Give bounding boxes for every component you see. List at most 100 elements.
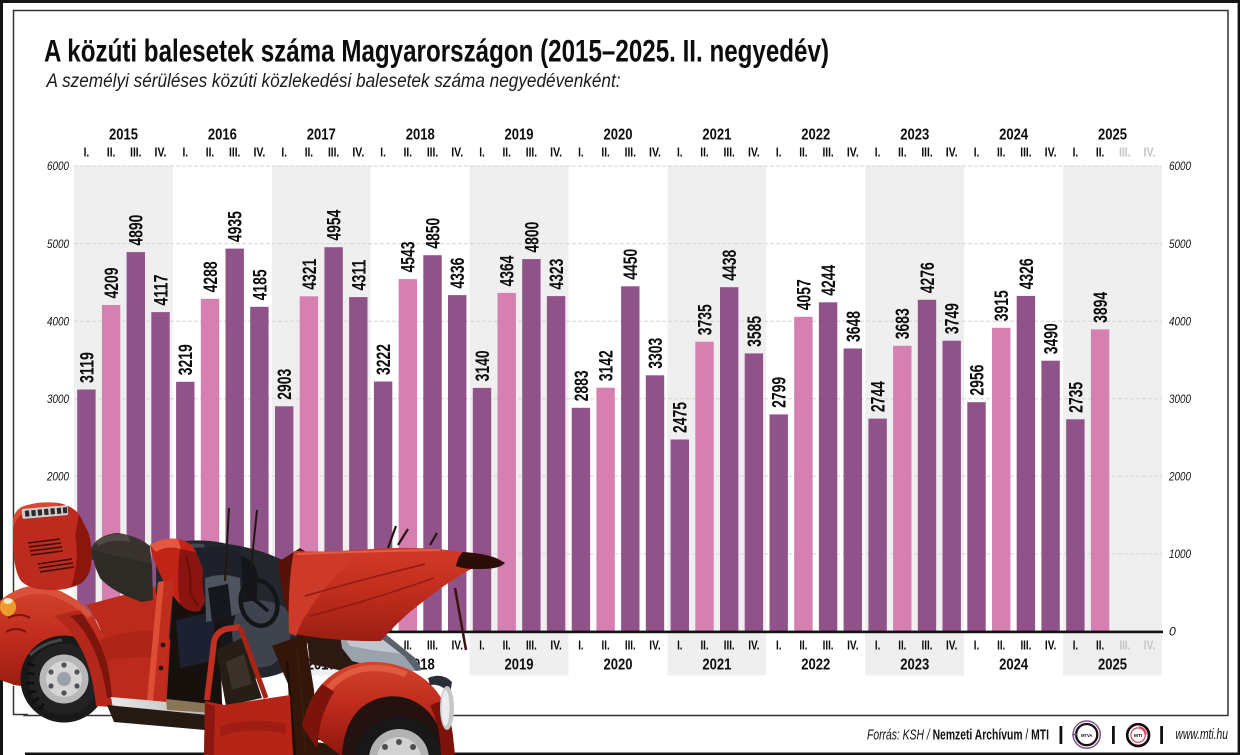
svg-text:2016: 2016 (208, 127, 237, 144)
svg-text:4000: 4000 (47, 314, 69, 328)
svg-text:2903: 2903 (275, 369, 296, 400)
svg-text:I.: I. (578, 639, 583, 653)
svg-text:4850: 4850 (423, 218, 444, 249)
svg-text:4543: 4543 (399, 242, 420, 273)
svg-text:IV.: IV. (352, 145, 364, 160)
svg-text:I.: I. (875, 639, 880, 653)
svg-text:2744: 2744 (868, 381, 889, 412)
svg-text:III.: III. (229, 145, 240, 160)
svg-text:III.: III. (328, 145, 339, 160)
svg-text:IV.: IV. (847, 639, 858, 653)
svg-text:II.: II. (997, 639, 1005, 653)
svg-text:I.: I. (578, 145, 584, 160)
svg-text:2020: 2020 (604, 127, 633, 144)
svg-text:3894: 3894 (1091, 292, 1112, 323)
svg-text:6000: 6000 (47, 159, 69, 173)
svg-text:II.: II. (1096, 145, 1104, 160)
svg-text:III.: III. (1020, 639, 1031, 653)
svg-text:3915: 3915 (992, 290, 1013, 321)
svg-text:3683: 3683 (893, 308, 914, 339)
svg-text:2023: 2023 (900, 127, 929, 144)
svg-text:4890: 4890 (127, 215, 148, 246)
svg-text:III.: III. (625, 639, 636, 653)
svg-text:2018: 2018 (406, 127, 435, 144)
svg-text:III.: III. (1119, 145, 1130, 160)
svg-text:III.: III. (1020, 145, 1031, 160)
svg-text:I.: I. (776, 639, 781, 653)
svg-text:II.: II. (997, 145, 1005, 160)
svg-text:2883: 2883 (572, 370, 593, 401)
svg-text:I.: I. (974, 145, 980, 160)
svg-text:2025: 2025 (1098, 127, 1127, 144)
svg-text:I.: I. (875, 145, 881, 160)
svg-text:II.: II. (700, 639, 708, 653)
svg-text:3000: 3000 (1169, 392, 1191, 406)
svg-text:II.: II. (601, 145, 609, 160)
svg-text:3000: 3000 (47, 392, 69, 406)
svg-text:III.: III. (822, 145, 833, 160)
svg-text:II.: II. (107, 145, 115, 160)
svg-text:I.: I. (677, 145, 683, 160)
svg-text:3222: 3222 (374, 344, 395, 375)
svg-text:3585: 3585 (745, 316, 766, 347)
svg-text:4321: 4321 (300, 258, 321, 289)
svg-text:4935: 4935 (226, 211, 247, 242)
svg-text:2025: 2025 (1098, 657, 1127, 674)
svg-text:2019: 2019 (505, 657, 534, 674)
svg-text:II.: II. (503, 145, 511, 160)
svg-text:I.: I. (281, 145, 287, 160)
svg-text:2015: 2015 (109, 127, 138, 144)
svg-text:A személyi sérüléses közúti kö: A személyi sérüléses közúti közlekedési … (46, 71, 621, 92)
svg-text:3303: 3303 (646, 338, 667, 369)
svg-text:3140: 3140 (473, 350, 494, 381)
svg-text:IV.: IV. (550, 145, 562, 160)
svg-text:III.: III. (922, 639, 933, 653)
svg-text:II.: II. (898, 639, 906, 653)
svg-text:III.: III. (625, 145, 636, 160)
svg-text:4311: 4311 (349, 259, 370, 290)
svg-text:2000: 2000 (1168, 470, 1191, 484)
svg-text:0: 0 (1169, 625, 1176, 639)
svg-text:4000: 4000 (1169, 314, 1191, 328)
svg-text:IV.: IV. (748, 639, 759, 653)
svg-text:IV.: IV. (1045, 145, 1057, 160)
svg-text:4450: 4450 (621, 249, 642, 280)
svg-text:A közúti balesetek száma Magya: A közúti balesetek száma Magyarországon … (44, 33, 829, 69)
svg-text:III.: III. (921, 145, 932, 160)
svg-text:I.: I. (380, 145, 386, 160)
svg-text:2022: 2022 (801, 127, 830, 144)
svg-text:MTI: MTI (1134, 733, 1143, 738)
svg-text:IV.: IV. (155, 145, 167, 160)
svg-text:4326: 4326 (1017, 258, 1038, 289)
svg-text:I.: I. (677, 639, 682, 653)
svg-text:4438: 4438 (720, 250, 741, 281)
svg-text:2017: 2017 (307, 127, 336, 144)
svg-text:IV.: IV. (649, 639, 660, 653)
svg-text:2019: 2019 (505, 127, 534, 144)
svg-text:3142: 3142 (597, 350, 618, 381)
svg-text:4954: 4954 (325, 209, 346, 240)
svg-text:III.: III. (427, 145, 438, 160)
svg-text:2956: 2956 (967, 365, 988, 396)
svg-text:4288: 4288 (201, 261, 222, 292)
svg-text:III.: III. (526, 145, 537, 160)
svg-text:II.: II. (503, 639, 511, 653)
svg-text:www.mti.hu: www.mti.hu (1175, 727, 1228, 743)
svg-text:4185: 4185 (250, 269, 271, 300)
svg-text:IV.: IV. (452, 639, 463, 653)
svg-text:3490: 3490 (1042, 323, 1063, 354)
svg-text:4117: 4117 (151, 275, 172, 306)
svg-text:I.: I. (974, 639, 979, 653)
svg-text:2020: 2020 (604, 657, 633, 674)
svg-text:3648: 3648 (844, 311, 865, 342)
svg-text:2023: 2023 (900, 657, 929, 674)
svg-text:IV.: IV. (253, 145, 265, 160)
svg-text:6000: 6000 (1169, 159, 1191, 173)
svg-text:III.: III. (724, 145, 735, 160)
svg-text:IV.: IV. (451, 145, 463, 160)
svg-text:I.: I. (1073, 639, 1078, 653)
svg-text:IV.: IV. (847, 145, 859, 160)
svg-text:4057: 4057 (794, 279, 815, 310)
svg-text:2735: 2735 (1066, 382, 1087, 413)
svg-text:II.: II. (404, 639, 412, 653)
